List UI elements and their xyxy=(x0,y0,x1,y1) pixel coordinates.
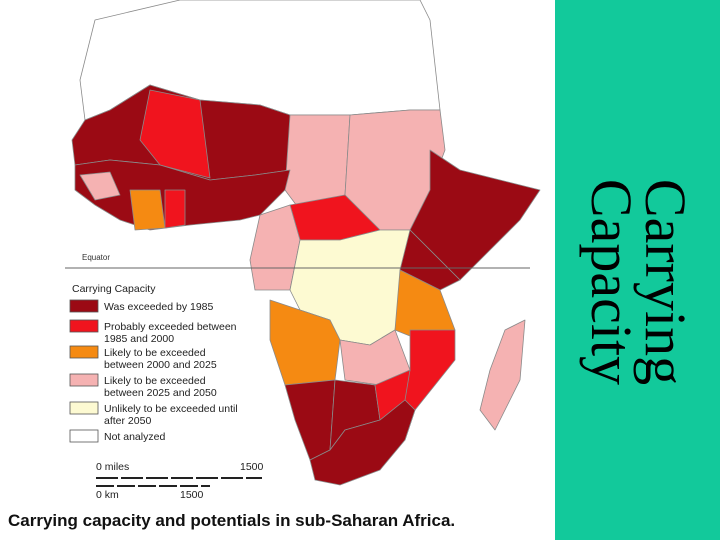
scale-label: 1500 xyxy=(240,461,264,473)
legend-swatch xyxy=(69,319,99,333)
equator-label: Equator xyxy=(82,253,110,262)
legend-label: Likely to be exceeded xyxy=(104,347,206,359)
legend-label: after 2050 xyxy=(104,415,151,427)
legend-swatch xyxy=(69,373,99,387)
scale-label: 1500 xyxy=(180,489,204,501)
africa-map xyxy=(71,0,541,486)
legend-label: Unlikely to be exceeded until xyxy=(104,403,238,415)
slide-title: Carrying Capacity xyxy=(579,178,698,386)
legend-label: between 2000 and 2025 xyxy=(104,359,217,371)
legend-swatch xyxy=(69,401,99,415)
legend-swatch xyxy=(69,299,99,313)
title-line: Capacity xyxy=(579,178,644,386)
legend-title: Carrying Capacity xyxy=(72,283,156,295)
legend-label: Was exceeded by 1985 xyxy=(104,301,214,313)
legend-label: Likely to be exceeded xyxy=(104,375,206,387)
legend-label: Not analyzed xyxy=(104,431,165,443)
legend-swatch xyxy=(69,345,99,359)
title-panel xyxy=(555,0,720,540)
caption: Carrying capacity and potentials in sub-… xyxy=(8,511,455,530)
legend-label: between 2025 and 2050 xyxy=(104,387,217,399)
scale-label: 0 miles xyxy=(96,461,129,473)
region xyxy=(479,319,526,431)
legend-label: Probably exceeded between xyxy=(104,321,237,333)
region xyxy=(309,399,416,486)
region xyxy=(129,189,166,231)
title-line: Carrying xyxy=(633,178,698,386)
region xyxy=(139,89,211,179)
region xyxy=(79,171,121,201)
region xyxy=(284,379,336,461)
scale-label: 0 km xyxy=(96,489,119,501)
legend-label: 1985 and 2000 xyxy=(104,333,174,345)
legend: Was exceeded by 1985 Probably exceeded be… xyxy=(69,299,238,443)
region xyxy=(164,189,186,229)
region xyxy=(269,299,341,386)
legend-swatch xyxy=(69,429,99,443)
